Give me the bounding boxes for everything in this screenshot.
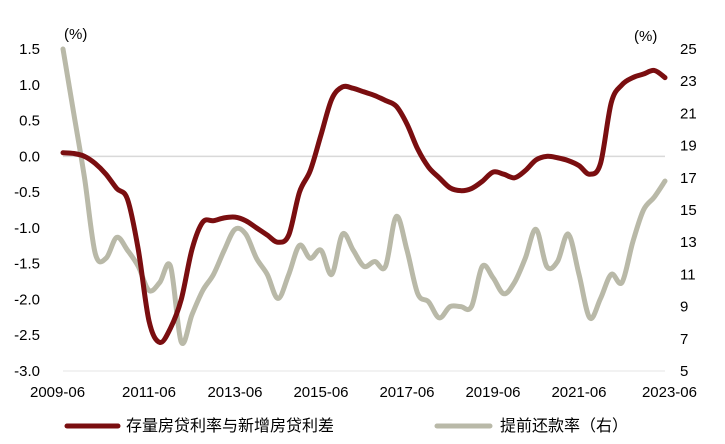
right-tick-label: 19 <box>680 138 697 155</box>
left-tick-label: -1.0 <box>14 220 40 237</box>
right-tick-label: 21 <box>680 105 697 122</box>
legend-label-spread: 存量房贷利率与新增房贷利差 <box>126 416 334 435</box>
left-tick-label: -1.5 <box>14 256 40 273</box>
left-tick-label: -3.0 <box>14 363 40 380</box>
x-tick-label: 2023-06 <box>642 384 697 401</box>
left-tick-label: 1.5 <box>19 41 40 58</box>
legend-label-prepay: 提前还款率（右） <box>500 416 628 435</box>
x-tick-label: 2019-06 <box>465 384 520 401</box>
left-tick-label: 0.5 <box>19 113 40 130</box>
x-tick-label: 2015-06 <box>293 384 348 401</box>
left-axis-ticks: 1.5 1.0 0.5 0.0 -0.5 -1.0 -1.5 -2.0 -2.5 -3.0 <box>14 41 40 380</box>
right-unit-label: (%) <box>634 28 657 45</box>
left-tick-label: -2.0 <box>14 291 40 308</box>
x-axis-ticks: 2009-06 2011-06 2013-06 2015-06 2017-06 2019-… <box>30 384 697 401</box>
right-tick-label: 11 <box>680 266 696 283</box>
x-tick-label: 2013-06 <box>207 384 262 401</box>
left-unit-label: (%) <box>64 26 87 43</box>
right-tick-label: 5 <box>680 363 688 380</box>
right-tick-label: 25 <box>680 41 697 58</box>
x-tick-label: 2017-06 <box>379 384 434 401</box>
x-tick-label: 2011-06 <box>122 384 176 401</box>
series-line-spread <box>60 67 668 345</box>
legend: 存量房贷利率与新增房贷利差 提前还款率（右） <box>64 416 628 435</box>
series-layer <box>60 46 668 347</box>
series-line-prepay <box>60 46 668 347</box>
right-tick-label: 7 <box>680 331 688 348</box>
x-tick-label: 2009-06 <box>30 384 85 401</box>
right-tick-label: 23 <box>680 73 697 90</box>
right-axis-ticks: 25 23 21 19 17 15 13 11 9 7 5 <box>680 41 697 380</box>
left-tick-label: -2.5 <box>14 327 40 344</box>
left-tick-label: 0.0 <box>19 148 40 165</box>
right-tick-label: 17 <box>680 170 697 187</box>
right-tick-label: 13 <box>680 234 697 251</box>
right-tick-label: 15 <box>680 202 697 219</box>
right-tick-label: 9 <box>680 299 688 316</box>
left-tick-label: 1.0 <box>19 77 40 94</box>
left-tick-label: -0.5 <box>14 184 40 201</box>
x-tick-label: 2021-06 <box>551 384 606 401</box>
